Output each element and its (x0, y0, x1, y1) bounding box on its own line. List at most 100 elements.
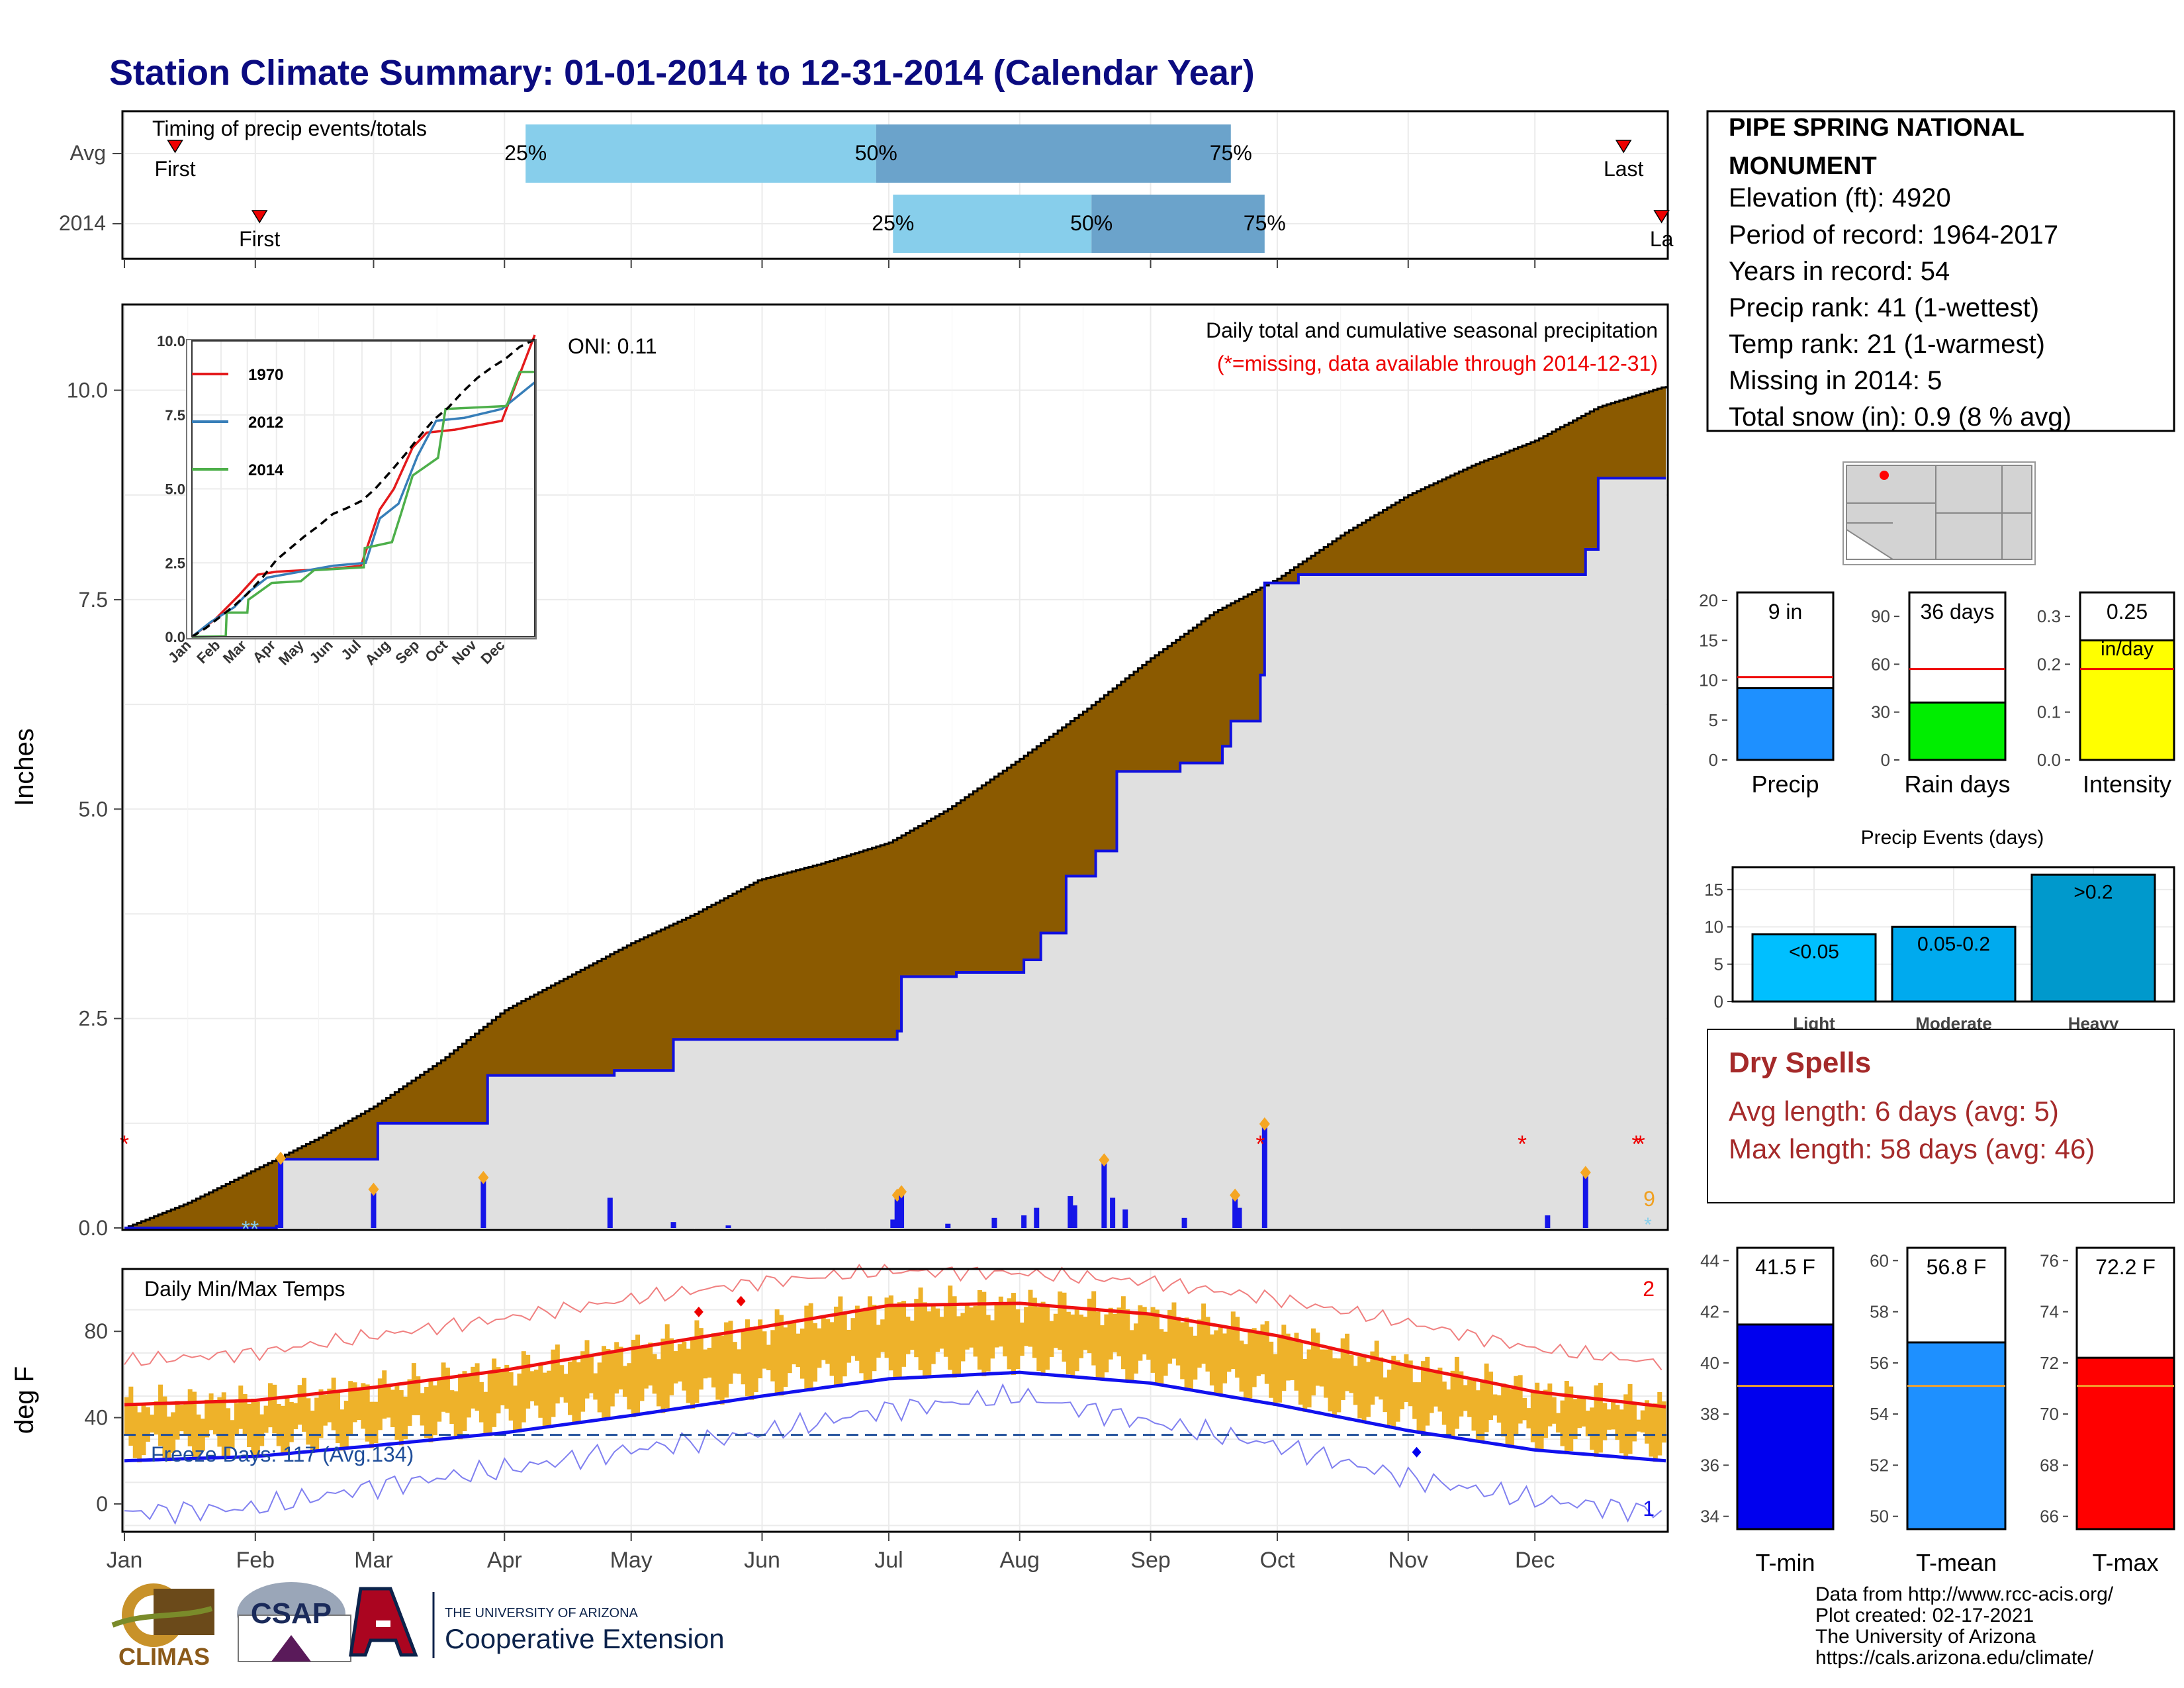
station-name-line1: PIPE SPRING NATIONAL (1729, 114, 2025, 142)
daily-temp-bar (1108, 1307, 1113, 1360)
daily-temp-bar (1150, 1307, 1156, 1373)
dry-spells-avg: Avg length: 6 days (avg: 5) (1729, 1096, 2059, 1127)
daily-temp-bar (703, 1349, 708, 1379)
daily-temp-bar (343, 1401, 349, 1447)
daily-temp-bar (939, 1317, 944, 1349)
daily-precip-bar (371, 1192, 377, 1228)
daily-temp-bar (1598, 1382, 1603, 1453)
summary-bar-t-min: 34 36 38 40 42 44 41.5 F T-min (1700, 1246, 1835, 1576)
precip-events-title: Precip Events (days) (1861, 827, 2044, 849)
daily-temp-bar (1636, 1419, 1641, 1432)
daily-temp-bar (690, 1338, 696, 1409)
summary-bar-intensity: 0.0 0.1 0.2 0.3 0.25 in/day Intensity (2037, 591, 2175, 798)
daily-temp-bar (504, 1364, 510, 1409)
daily-temp-bar (205, 1399, 210, 1438)
daily-temp-bar (686, 1348, 691, 1403)
daily-temp-bar (1188, 1327, 1193, 1390)
daily-temp-bar (1066, 1311, 1071, 1375)
summary-bar-y-tick: 90 (1871, 606, 1890, 626)
daily-temp-bar (977, 1289, 982, 1370)
daily-temp-bar (525, 1354, 531, 1409)
daily-temp-bar (753, 1326, 758, 1393)
daily-temp-bar (420, 1393, 425, 1426)
daily-temp-bar (166, 1416, 171, 1462)
precip-events-value: 0.05-0.2 (1917, 933, 1990, 955)
precip-y-tick: 7.5 (79, 588, 108, 612)
temp-y-tick: 0 (96, 1492, 108, 1516)
ua-logo-small: THE UNIVERSITY OF ARIZONA (445, 1606, 639, 1620)
month-tick: Sep (1130, 1548, 1171, 1573)
daily-temp-bar (593, 1373, 598, 1400)
daily-temp-bar (500, 1371, 505, 1405)
station-snow: Total snow (in): 0.9 (8 % avg) (1729, 402, 2071, 432)
summary-bar-y-tick: 20 (1699, 590, 1718, 610)
daily-temp-bar (542, 1372, 547, 1429)
inset-legend-label: 2014 (248, 461, 284, 479)
daily-temp-bar (1171, 1302, 1177, 1359)
summary-bar-category: Intensity (2083, 771, 2171, 798)
daily-temp-bar (1345, 1333, 1350, 1391)
daily-temp-bar (854, 1305, 860, 1361)
daily-temp-bar (1488, 1372, 1493, 1421)
timing-percentile-label: 50% (1070, 211, 1113, 235)
daily-temp-bar (774, 1309, 780, 1393)
daily-temp-bar (1446, 1389, 1451, 1437)
daily-temp-bar (259, 1414, 265, 1446)
inset-y-tick: 10.0 (157, 333, 185, 350)
summary-bar-fill (1906, 1341, 2007, 1530)
summary-bar-y-tick: 0.1 (2037, 702, 2061, 722)
daily-temp-bar (1083, 1317, 1088, 1350)
daily-temp-bar (1547, 1383, 1553, 1427)
daily-temp-bar (1640, 1410, 1645, 1432)
dry-spells-box: Dry Spells Avg length: 6 days (avg: 5) M… (1707, 1029, 2175, 1203)
daily-temp-bar (462, 1371, 467, 1432)
daily-temp-bar (1328, 1346, 1333, 1412)
daily-temp-bar (1032, 1297, 1037, 1358)
summary-bar-value: 36 days (1920, 600, 1994, 624)
daily-temp-bar (1201, 1303, 1206, 1364)
daily-temp-bar (792, 1322, 797, 1365)
inset-y-tick: 2.5 (165, 555, 185, 571)
station-missing: Missing in 2014: 5 (1729, 366, 1942, 395)
daily-temp-bar (677, 1344, 682, 1382)
daily-temp-bar (158, 1384, 163, 1446)
precip-events-y-tick: 5 (1714, 955, 1723, 974)
daily-temp-bar (361, 1383, 366, 1429)
temp-y-tick: 40 (84, 1406, 108, 1430)
daily-temp-bar (741, 1330, 746, 1385)
missing-day-marker: * (120, 1130, 129, 1157)
daily-temp-bar (618, 1346, 623, 1389)
daily-temp-bar (1193, 1335, 1198, 1380)
daily-temp-bar (1530, 1391, 1535, 1442)
daily-temp-bar (175, 1401, 180, 1440)
daily-precip-bar (1110, 1197, 1116, 1228)
daily-temp-bar (1420, 1361, 1426, 1434)
daily-temp-bar (602, 1346, 607, 1421)
record-min-line (124, 1383, 1662, 1525)
daily-temp-bar (242, 1394, 248, 1434)
daily-temp-bar (1099, 1325, 1105, 1381)
first-event-marker (251, 210, 268, 224)
daily-temp-bar (1361, 1355, 1367, 1424)
daily-temp-bar (1475, 1390, 1480, 1442)
daily-temp-bar (1379, 1357, 1384, 1400)
precip-events-bar (1751, 933, 1877, 1003)
daily-temp-bar (1079, 1314, 1084, 1358)
summary-bar-y-tick: 15 (1699, 630, 1718, 650)
record-max-line (124, 1263, 1662, 1371)
daily-temp-bar (1551, 1397, 1557, 1424)
daily-temp-bar (1163, 1331, 1168, 1376)
first-event-label: First (154, 157, 195, 181)
daily-temp-bar (1509, 1389, 1514, 1446)
daily-temp-bar (1653, 1403, 1658, 1462)
daily-temp-bar (766, 1344, 771, 1370)
daily-temp-bar (340, 1409, 345, 1451)
summary-bar-y-tick: 0.3 (2037, 606, 2061, 626)
daily-temp-bar (799, 1329, 805, 1379)
daily-temp-bar (1645, 1400, 1650, 1444)
summary-bar-category: T-mean (1916, 1549, 1997, 1576)
daily-temp-bar (1058, 1291, 1063, 1350)
daily-temp-bar (973, 1305, 978, 1357)
daily-temp-bar (1197, 1319, 1202, 1368)
